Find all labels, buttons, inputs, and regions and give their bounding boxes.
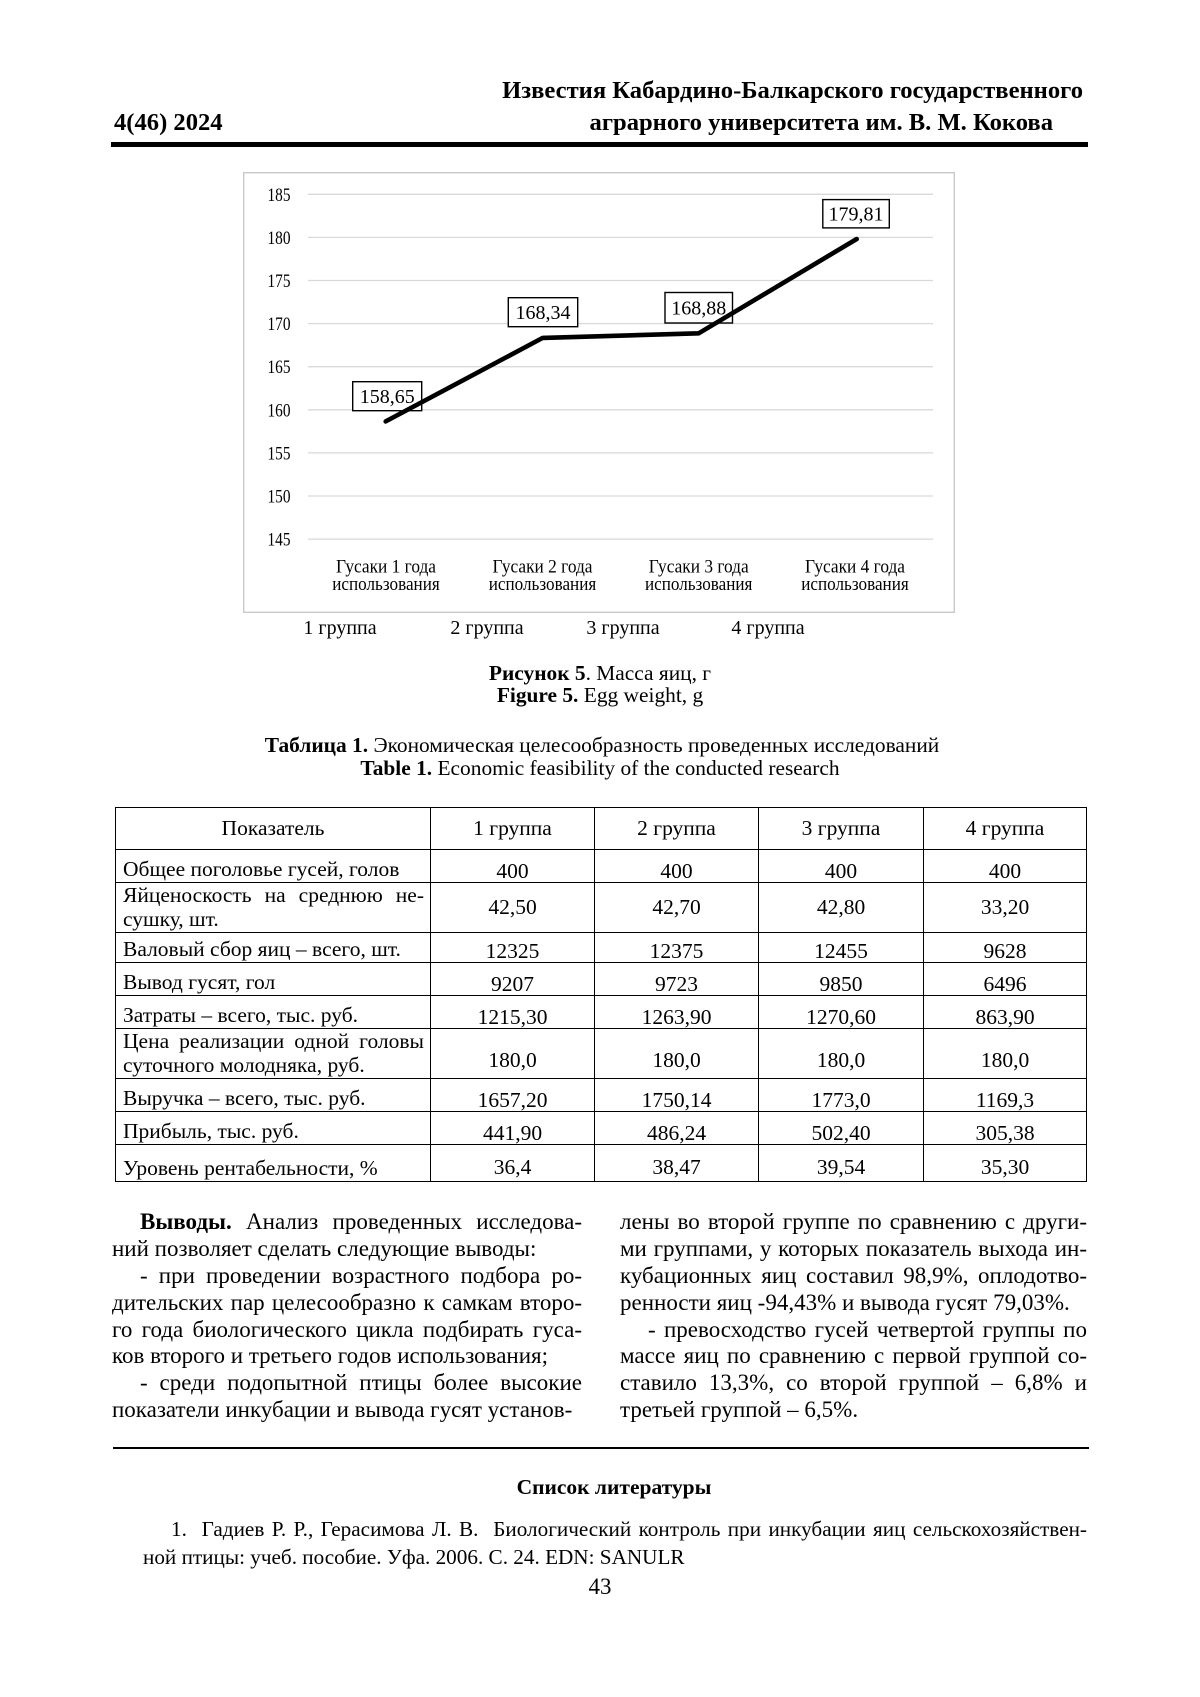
svg-text:168,88: 168,88 bbox=[671, 298, 726, 320]
svg-text:Гусаки 3 года: Гусаки 3 года bbox=[649, 557, 750, 578]
svg-text:170: 170 bbox=[268, 314, 291, 335]
svg-text:145: 145 bbox=[268, 530, 291, 551]
svg-text:2 группа: 2 группа bbox=[450, 617, 523, 639]
svg-text:Гусаки 4 года: Гусаки 4 года bbox=[805, 557, 906, 578]
svg-text:использования: использования bbox=[332, 574, 440, 595]
svg-text:180: 180 bbox=[268, 228, 291, 249]
svg-text:165: 165 bbox=[268, 357, 291, 378]
svg-text:Гусаки 2 года: Гусаки 2 года bbox=[493, 557, 594, 578]
svg-text:179,81: 179,81 bbox=[829, 204, 884, 226]
svg-text:4 группа: 4 группа bbox=[731, 617, 804, 639]
svg-text:168,34: 168,34 bbox=[516, 302, 571, 324]
svg-text:158,65: 158,65 bbox=[360, 386, 415, 408]
svg-text:использования: использования bbox=[645, 574, 753, 595]
svg-text:175: 175 bbox=[268, 271, 291, 292]
svg-text:185: 185 bbox=[268, 185, 291, 206]
svg-text:1 группа: 1 группа bbox=[303, 617, 376, 639]
svg-text:использования: использования bbox=[801, 574, 909, 595]
svg-text:Гусаки 1 года: Гусаки 1 года bbox=[336, 557, 437, 578]
svg-text:использования: использования bbox=[489, 574, 597, 595]
svg-text:150: 150 bbox=[268, 487, 291, 508]
svg-text:155: 155 bbox=[268, 443, 291, 464]
svg-text:3 группа: 3 группа bbox=[586, 617, 659, 639]
svg-text:160: 160 bbox=[268, 400, 291, 421]
